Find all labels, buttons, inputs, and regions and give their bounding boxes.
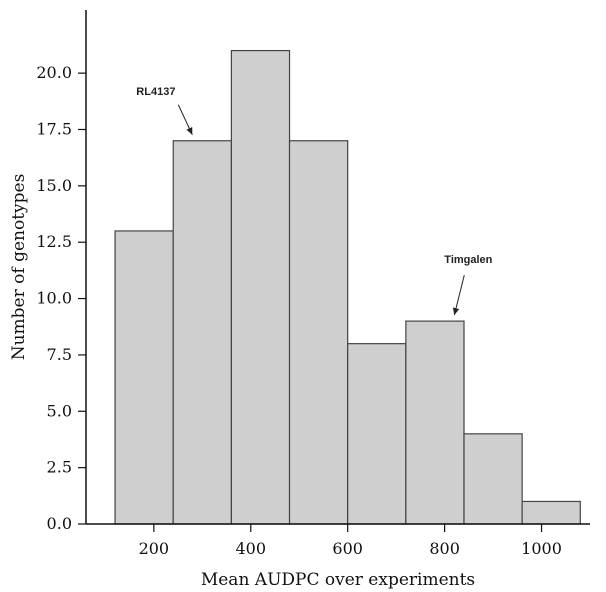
y-tick-label: 12.5 <box>36 232 72 251</box>
annotation-label-1: RL4137 <box>136 86 175 98</box>
annotation-arrowhead-2 <box>452 307 460 316</box>
x-axis-ticks: 200 400 600 800 1000 <box>139 524 562 558</box>
histogram-bar-5 <box>347 343 407 525</box>
y-tick-label: 5.0 <box>47 401 72 420</box>
y-tick-label: 20.0 <box>36 63 72 82</box>
y-tick-label: 15.0 <box>36 176 72 195</box>
x-axis-title: Mean AUDPC over experiments <box>201 570 475 590</box>
y-tick-label: 10.0 <box>36 289 72 308</box>
histogram-bar-4 <box>288 140 349 525</box>
y-axis-title: Number of genotypes <box>9 174 29 361</box>
histogram-bar-7 <box>463 433 523 525</box>
x-tick-label: 200 <box>139 539 170 558</box>
histogram-bar-6 <box>405 320 465 525</box>
y-tick-label: 17.5 <box>36 119 72 138</box>
x-tick-label: 400 <box>235 539 266 558</box>
histogram-bar-1 <box>114 230 174 525</box>
annotation-arrowhead-1 <box>186 127 193 135</box>
x-tick-label: 600 <box>332 539 363 558</box>
y-axis-ticks: 0.0 2.5 5.0 7.5 10.0 12.5 15.0 17.5 20.0 <box>36 63 86 533</box>
y-tick-label: 7.5 <box>47 345 72 364</box>
histogram-bar-3 <box>230 49 291 525</box>
histogram-bar-8 <box>521 500 581 525</box>
histogram-bars <box>114 49 581 525</box>
chart-annotations: RL4137 Timgalen <box>136 86 493 316</box>
annotation-label-2: Timgalen <box>444 254 492 266</box>
y-tick-label: 2.5 <box>47 458 72 477</box>
x-tick-label: 800 <box>429 539 460 558</box>
y-tick-label: 0.0 <box>47 514 72 533</box>
x-tick-label: 1000 <box>521 539 562 558</box>
histogram-bar-2 <box>172 140 232 525</box>
